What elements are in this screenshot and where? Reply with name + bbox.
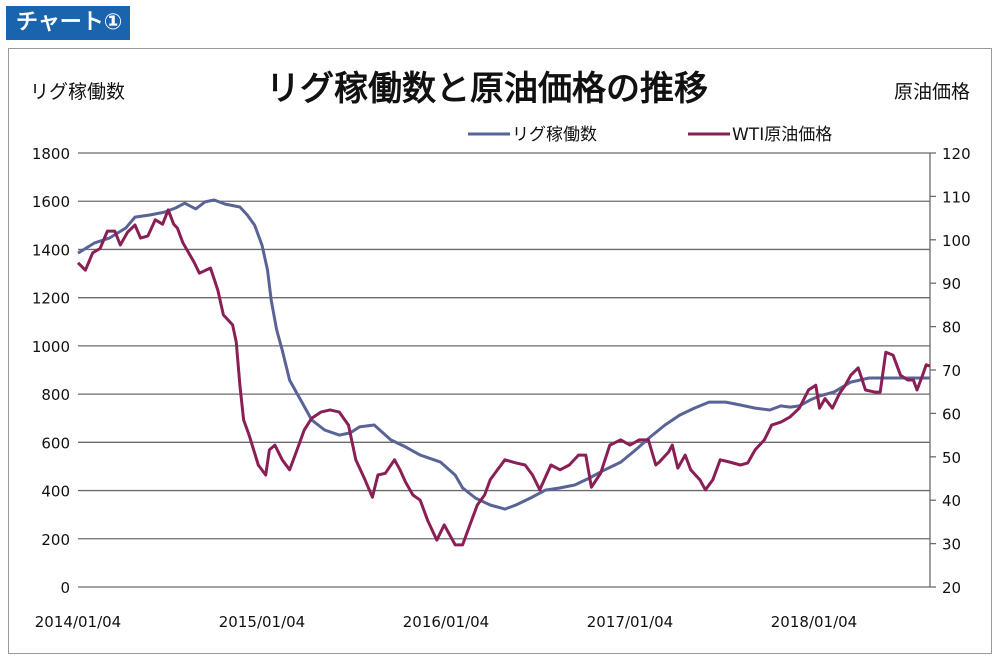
left-tick-label: 600 [41, 434, 70, 452]
right-tick-label: 100 [942, 232, 971, 250]
left-tick-label: 400 [41, 483, 70, 501]
right-tick-label: 90 [942, 275, 961, 293]
left-tick-label: 0 [60, 579, 70, 597]
legend: リグ稼働数 WTI原油価格 [468, 125, 832, 145]
x-tick-label: 2015/01/04 [219, 613, 305, 631]
x-tick-label: 2014/01/04 [35, 613, 121, 631]
right-tick-label: 60 [942, 405, 961, 423]
left-tick-label: 200 [41, 531, 70, 549]
right-tick-label: 120 [942, 145, 971, 163]
left-tick-label: 1800 [32, 145, 70, 163]
right-tick-label: 40 [942, 492, 961, 510]
legend-label: WTI原油価格 [732, 125, 832, 145]
right-tick-label: 20 [942, 579, 961, 597]
left-tick-label: 1600 [32, 193, 70, 211]
x-tick-label: 2017/01/04 [587, 613, 673, 631]
left-tick-label: 1400 [32, 241, 70, 259]
x-tick-label: 2018/01/04 [771, 613, 857, 631]
right-tick-label: 50 [942, 449, 961, 467]
left-tick-label: 1200 [32, 290, 70, 308]
right-tick-label: 30 [942, 536, 961, 554]
legend-label: リグ稼働数 [512, 125, 597, 145]
chart-badge: チャート① [6, 6, 130, 40]
right-axis-title: 原油価格 [894, 81, 970, 103]
series-line-rig-count [77, 198, 930, 511]
right-tick-label: 70 [942, 362, 961, 380]
chart-title: リグ稼働数と原油価格の推移 [266, 69, 708, 109]
left-tick-label: 800 [41, 386, 70, 404]
right-tick-label: 110 [942, 188, 971, 206]
series-line-wti-price [76, 208, 931, 547]
x-tick-label: 2016/01/04 [403, 613, 489, 631]
left-tick-label: 1000 [32, 338, 70, 356]
chart-frame [8, 48, 992, 654]
left-axis-title: リグ稼働数 [30, 81, 125, 103]
right-tick-label: 80 [942, 319, 961, 337]
